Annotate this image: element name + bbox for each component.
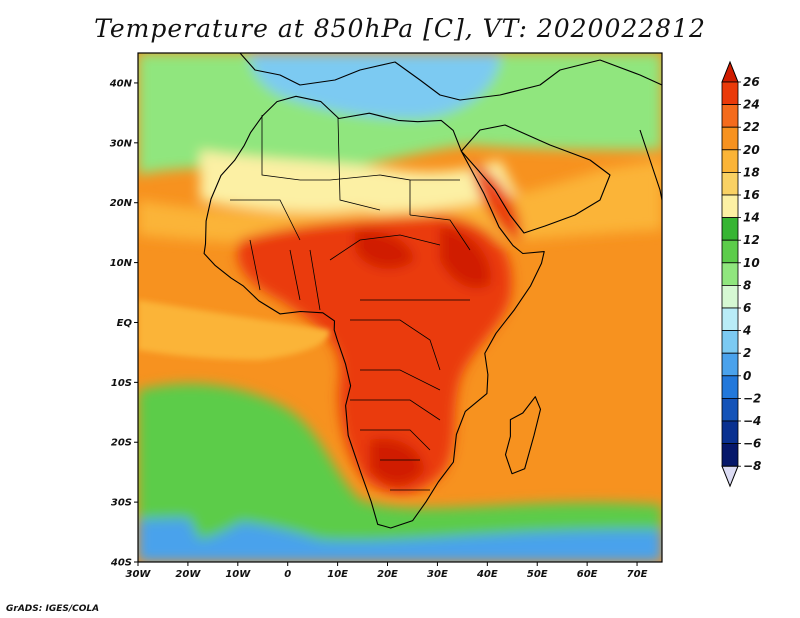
colorbar-label: 0	[743, 369, 751, 383]
lat-tick-label: 20N	[110, 198, 133, 209]
lat-tick-label: 30S	[111, 498, 132, 509]
lon-tick-label: 0	[284, 569, 291, 580]
colorbar-label: 2	[743, 346, 751, 360]
grads-credit: GrADS: IGES/COLA	[6, 604, 100, 614]
field-central-africa-hot	[237, 215, 512, 494]
colorbar-swatch	[721, 352, 739, 377]
colorbar-swatch	[721, 217, 739, 241]
europe-coastline	[239, 53, 662, 101]
colorbar-label: 20	[743, 143, 760, 157]
lon-tick-label: 20E	[377, 569, 398, 580]
madagascar-coastline	[504, 396, 542, 475]
field-southern-ocean	[138, 518, 662, 562]
lat-tick-label: 10S	[111, 378, 132, 389]
colorbar-swatch	[721, 194, 739, 219]
lon-tick-label: 30W	[126, 569, 152, 580]
latitude-axis: 40N 30N 20N 10N EQ 10S 20S 30S 40S	[109, 78, 138, 569]
colorbar-label: −4	[743, 414, 761, 428]
lat-tick-label: 10N	[110, 258, 133, 269]
colorbar-swatch	[721, 330, 739, 354]
colorbar-swatch	[721, 443, 739, 467]
colorbar-label: 4	[742, 324, 751, 338]
field-horn-peak	[440, 225, 491, 289]
lon-tick-label: 50E	[527, 569, 548, 580]
temperature-field	[138, 53, 662, 562]
lon-tick-label: 10W	[225, 569, 251, 580]
lon-tick-label: 20W	[175, 569, 201, 580]
field-sahel-warm	[138, 160, 662, 247]
colorbar-label: 24	[743, 98, 760, 112]
colorbar-label: −6	[743, 437, 761, 451]
india-coastline	[639, 129, 662, 201]
field-sahara	[200, 150, 520, 213]
lon-tick-label: 40E	[476, 569, 498, 580]
lat-tick-label: EQ	[117, 318, 133, 329]
colorbar-swatch	[721, 126, 739, 151]
colorbar-label: −2	[743, 391, 761, 405]
colorbar-bottom-arrow	[721, 465, 739, 488]
field-sahel-peak	[355, 229, 415, 269]
colorbar-swatch	[721, 239, 739, 264]
map-frame	[137, 52, 663, 563]
field-gulf-guinea-mild	[138, 300, 330, 360]
colorbar-label: 8	[743, 278, 751, 292]
colorbar-swatch	[721, 307, 739, 332]
colorbar-label: 12	[743, 233, 760, 247]
colorbar-label: 26	[743, 75, 760, 89]
field-atlantic-cool-tongue	[181, 399, 285, 540]
colorbar-swatch	[721, 420, 739, 445]
colorbar-swatch	[721, 375, 739, 399]
arabia-coastline	[460, 124, 611, 234]
colorbar-swatch	[721, 284, 739, 309]
colorbar-label: −8	[743, 459, 761, 473]
field-mediterranean-cool	[250, 53, 500, 119]
colorbar-label: 10	[743, 256, 760, 270]
colorbar-top-arrow	[721, 60, 739, 83]
colorbar-swatch	[721, 104, 739, 128]
colorbar-swatch	[721, 149, 739, 173]
lat-tick-label: 40S	[110, 558, 132, 569]
field-southern-peak	[370, 438, 425, 485]
country-borders	[230, 115, 471, 491]
lon-tick-label: 30E	[427, 569, 448, 580]
lon-tick-label: 70E	[627, 569, 648, 580]
field-red-sea-hot	[470, 160, 521, 240]
longitude-axis: 30W 20W 10W 0 10E 20E 30E 40E 50E 60E 70E	[126, 562, 648, 580]
colorbar-swatch	[721, 171, 739, 196]
chart-title: Temperature at 850hPa [C], VT: 202002281…	[94, 14, 706, 43]
lat-tick-label: 20S	[111, 438, 132, 449]
lat-tick-label: 30N	[110, 138, 133, 149]
colorbar-label: 14	[743, 211, 760, 225]
colorbar-label: 16	[743, 188, 760, 202]
colorbar-swatch	[721, 262, 739, 286]
border-lines	[230, 115, 471, 491]
colorbar-swatch	[721, 397, 739, 422]
colorbar-label: 18	[743, 165, 760, 179]
lon-tick-label: 60E	[577, 569, 598, 580]
lon-tick-label: 10E	[327, 569, 348, 580]
coastlines	[203, 53, 662, 529]
colorbar-swatch	[721, 81, 739, 106]
colorbar-label: 6	[743, 301, 751, 315]
lat-tick-label: 40N	[109, 78, 133, 89]
africa-coastline	[203, 95, 545, 529]
colorbar-label: 22	[743, 120, 760, 134]
field-south-atlantic-cool	[138, 383, 662, 562]
